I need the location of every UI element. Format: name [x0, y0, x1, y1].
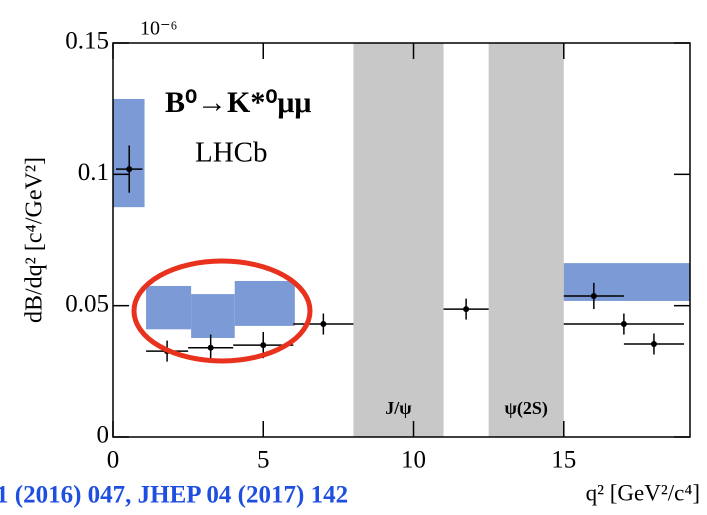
data-point — [207, 344, 214, 351]
x-tick-label: 0 — [107, 447, 120, 474]
x-tick-label: 10 — [401, 447, 426, 474]
y-axis-label: dB/dq² [c⁴/GeV²] — [22, 157, 48, 323]
plot-area: J/ψ ψ(2S) 0 0.05 0.1 0.15 0 5 10 15 — [65, 28, 691, 474]
veto-label: ψ(2S) — [505, 398, 548, 419]
veto-label: J/ψ — [385, 398, 412, 418]
plot-frame — [112, 42, 691, 438]
veto-region — [488, 43, 564, 437]
y-tick-label: 0 — [97, 422, 110, 449]
y-tick-label: 0.1 — [78, 159, 109, 186]
chart-subtitle: LHCb — [195, 137, 268, 169]
prediction-box — [563, 263, 690, 301]
footer-reference: 1 (2016) 047, JHEP 04 (2017) 142 — [0, 482, 348, 509]
data-point — [650, 341, 657, 348]
prediction-box — [234, 280, 295, 326]
data-point — [126, 166, 133, 173]
x-tick-label: 5 — [257, 447, 270, 474]
highlight-ellipse — [131, 258, 313, 364]
y-tick-label: 0.15 — [65, 28, 109, 55]
y-multiplier: 10⁻⁶ — [140, 18, 178, 40]
data-point — [620, 321, 627, 328]
x-tick-label: 15 — [551, 447, 576, 474]
data-point — [590, 292, 597, 299]
chart-title: B⁰→K*⁰μμ — [165, 86, 311, 119]
prediction-box — [146, 285, 192, 330]
data-point — [260, 342, 267, 349]
data-point — [320, 321, 327, 328]
prediction-box — [191, 294, 235, 338]
x-axis-label: q² [GeV²/c⁴] — [586, 480, 700, 505]
y-tick-label: 0.05 — [65, 290, 109, 317]
veto-region — [353, 43, 444, 437]
data-point — [463, 306, 470, 313]
